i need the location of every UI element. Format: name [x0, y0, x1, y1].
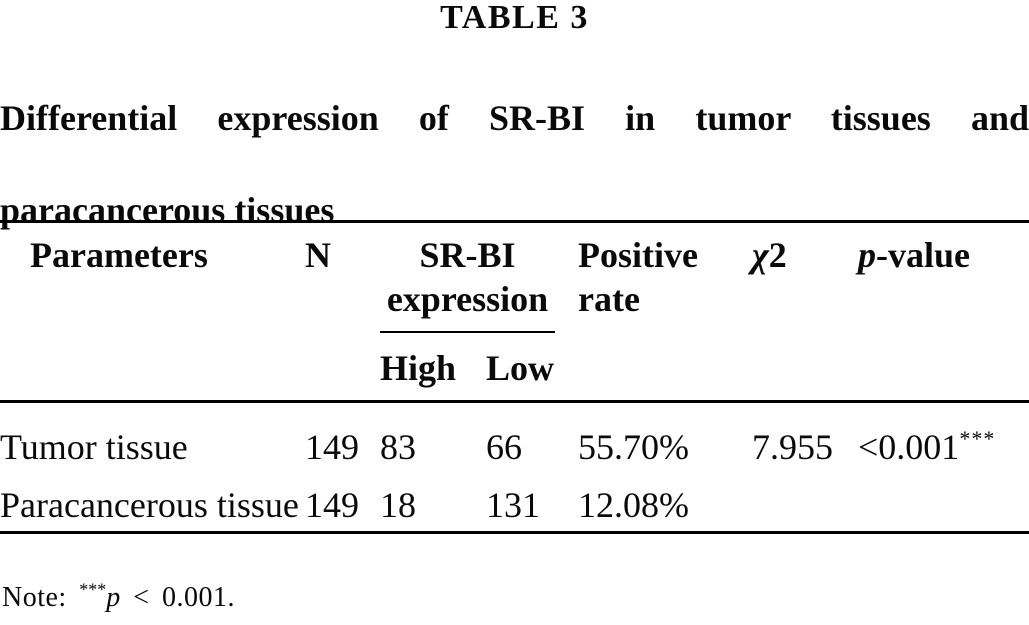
col-header-positive-rate: Positive rate	[578, 235, 698, 319]
col-subheader-high: High	[380, 333, 486, 403]
cell-high: 83	[380, 427, 416, 467]
cell-low: 66	[486, 427, 522, 467]
col-header-parameters: Parameters	[30, 235, 208, 275]
note-stars: ***	[79, 579, 107, 600]
col-header-p-value: p-value	[858, 222, 1029, 334]
subheader-empty-chi	[752, 333, 858, 403]
results-table: Parameters N SR-BI expression Positive r…	[0, 220, 1029, 534]
group-header-underlined: SR-BI expression	[380, 233, 555, 333]
cell-n: 149	[305, 485, 359, 525]
cell-parameter: Paracancerous tissue	[0, 485, 299, 525]
subheader-empty-parameters	[0, 333, 305, 403]
p-value-suffix: -value	[876, 235, 970, 275]
cell-p-value	[858, 469, 1029, 533]
p-symbol: p	[858, 235, 876, 275]
cell-p-value: <0.001***	[858, 402, 1029, 470]
subheader-empty-positive-rate	[578, 333, 752, 403]
col-header-group-srbi-expression: SR-BI expression	[380, 222, 578, 333]
table-footnote: Note: ***p < 0.001.	[0, 580, 1029, 616]
cell-chi-square: 7.955	[752, 427, 833, 467]
col-subheader-low: Low	[486, 333, 578, 403]
col-header-n: N	[305, 235, 331, 275]
p-value-number: <0.001	[858, 427, 960, 467]
note-p-symbol: p	[106, 582, 121, 613]
subheader-empty-p	[858, 333, 1029, 403]
chi-symbol: χ	[752, 235, 769, 275]
note-threshold: < 0.001.	[120, 582, 236, 613]
caption-line-1: Differential expression of SR-BI in tumo…	[0, 98, 1029, 138]
table-row-tumor-tissue: Tumor tissue 149 83 66 55.70% 7.955 <0.0…	[0, 402, 1029, 470]
table-caption: Differential expression of SR-BI in tumo…	[0, 95, 1029, 233]
table-number-title: TABLE 3	[440, 0, 589, 36]
cell-low: 131	[486, 485, 540, 525]
note-prefix: Note:	[2, 582, 80, 613]
cell-n: 149	[305, 427, 359, 467]
chi-exponent: 2	[768, 235, 787, 275]
header-row-2: High Low	[0, 333, 1029, 403]
cell-high: 18	[380, 485, 416, 525]
significance-stars: ***	[959, 426, 996, 451]
table-row-paracancerous-tissue: Paracancerous tissue 149 18 131 12.08%	[0, 469, 1029, 533]
cell-positive-rate: 12.08%	[578, 485, 689, 525]
subheader-empty-n	[305, 333, 380, 403]
caption-line-2: paracancerous tissues	[0, 190, 335, 230]
cell-chi-square	[752, 469, 858, 533]
col-header-chi-square: χ2	[752, 222, 858, 334]
cell-positive-rate: 55.70%	[578, 427, 689, 467]
header-row-1: Parameters N SR-BI expression Positive r…	[0, 222, 1029, 334]
cell-parameter: Tumor tissue	[0, 427, 188, 467]
